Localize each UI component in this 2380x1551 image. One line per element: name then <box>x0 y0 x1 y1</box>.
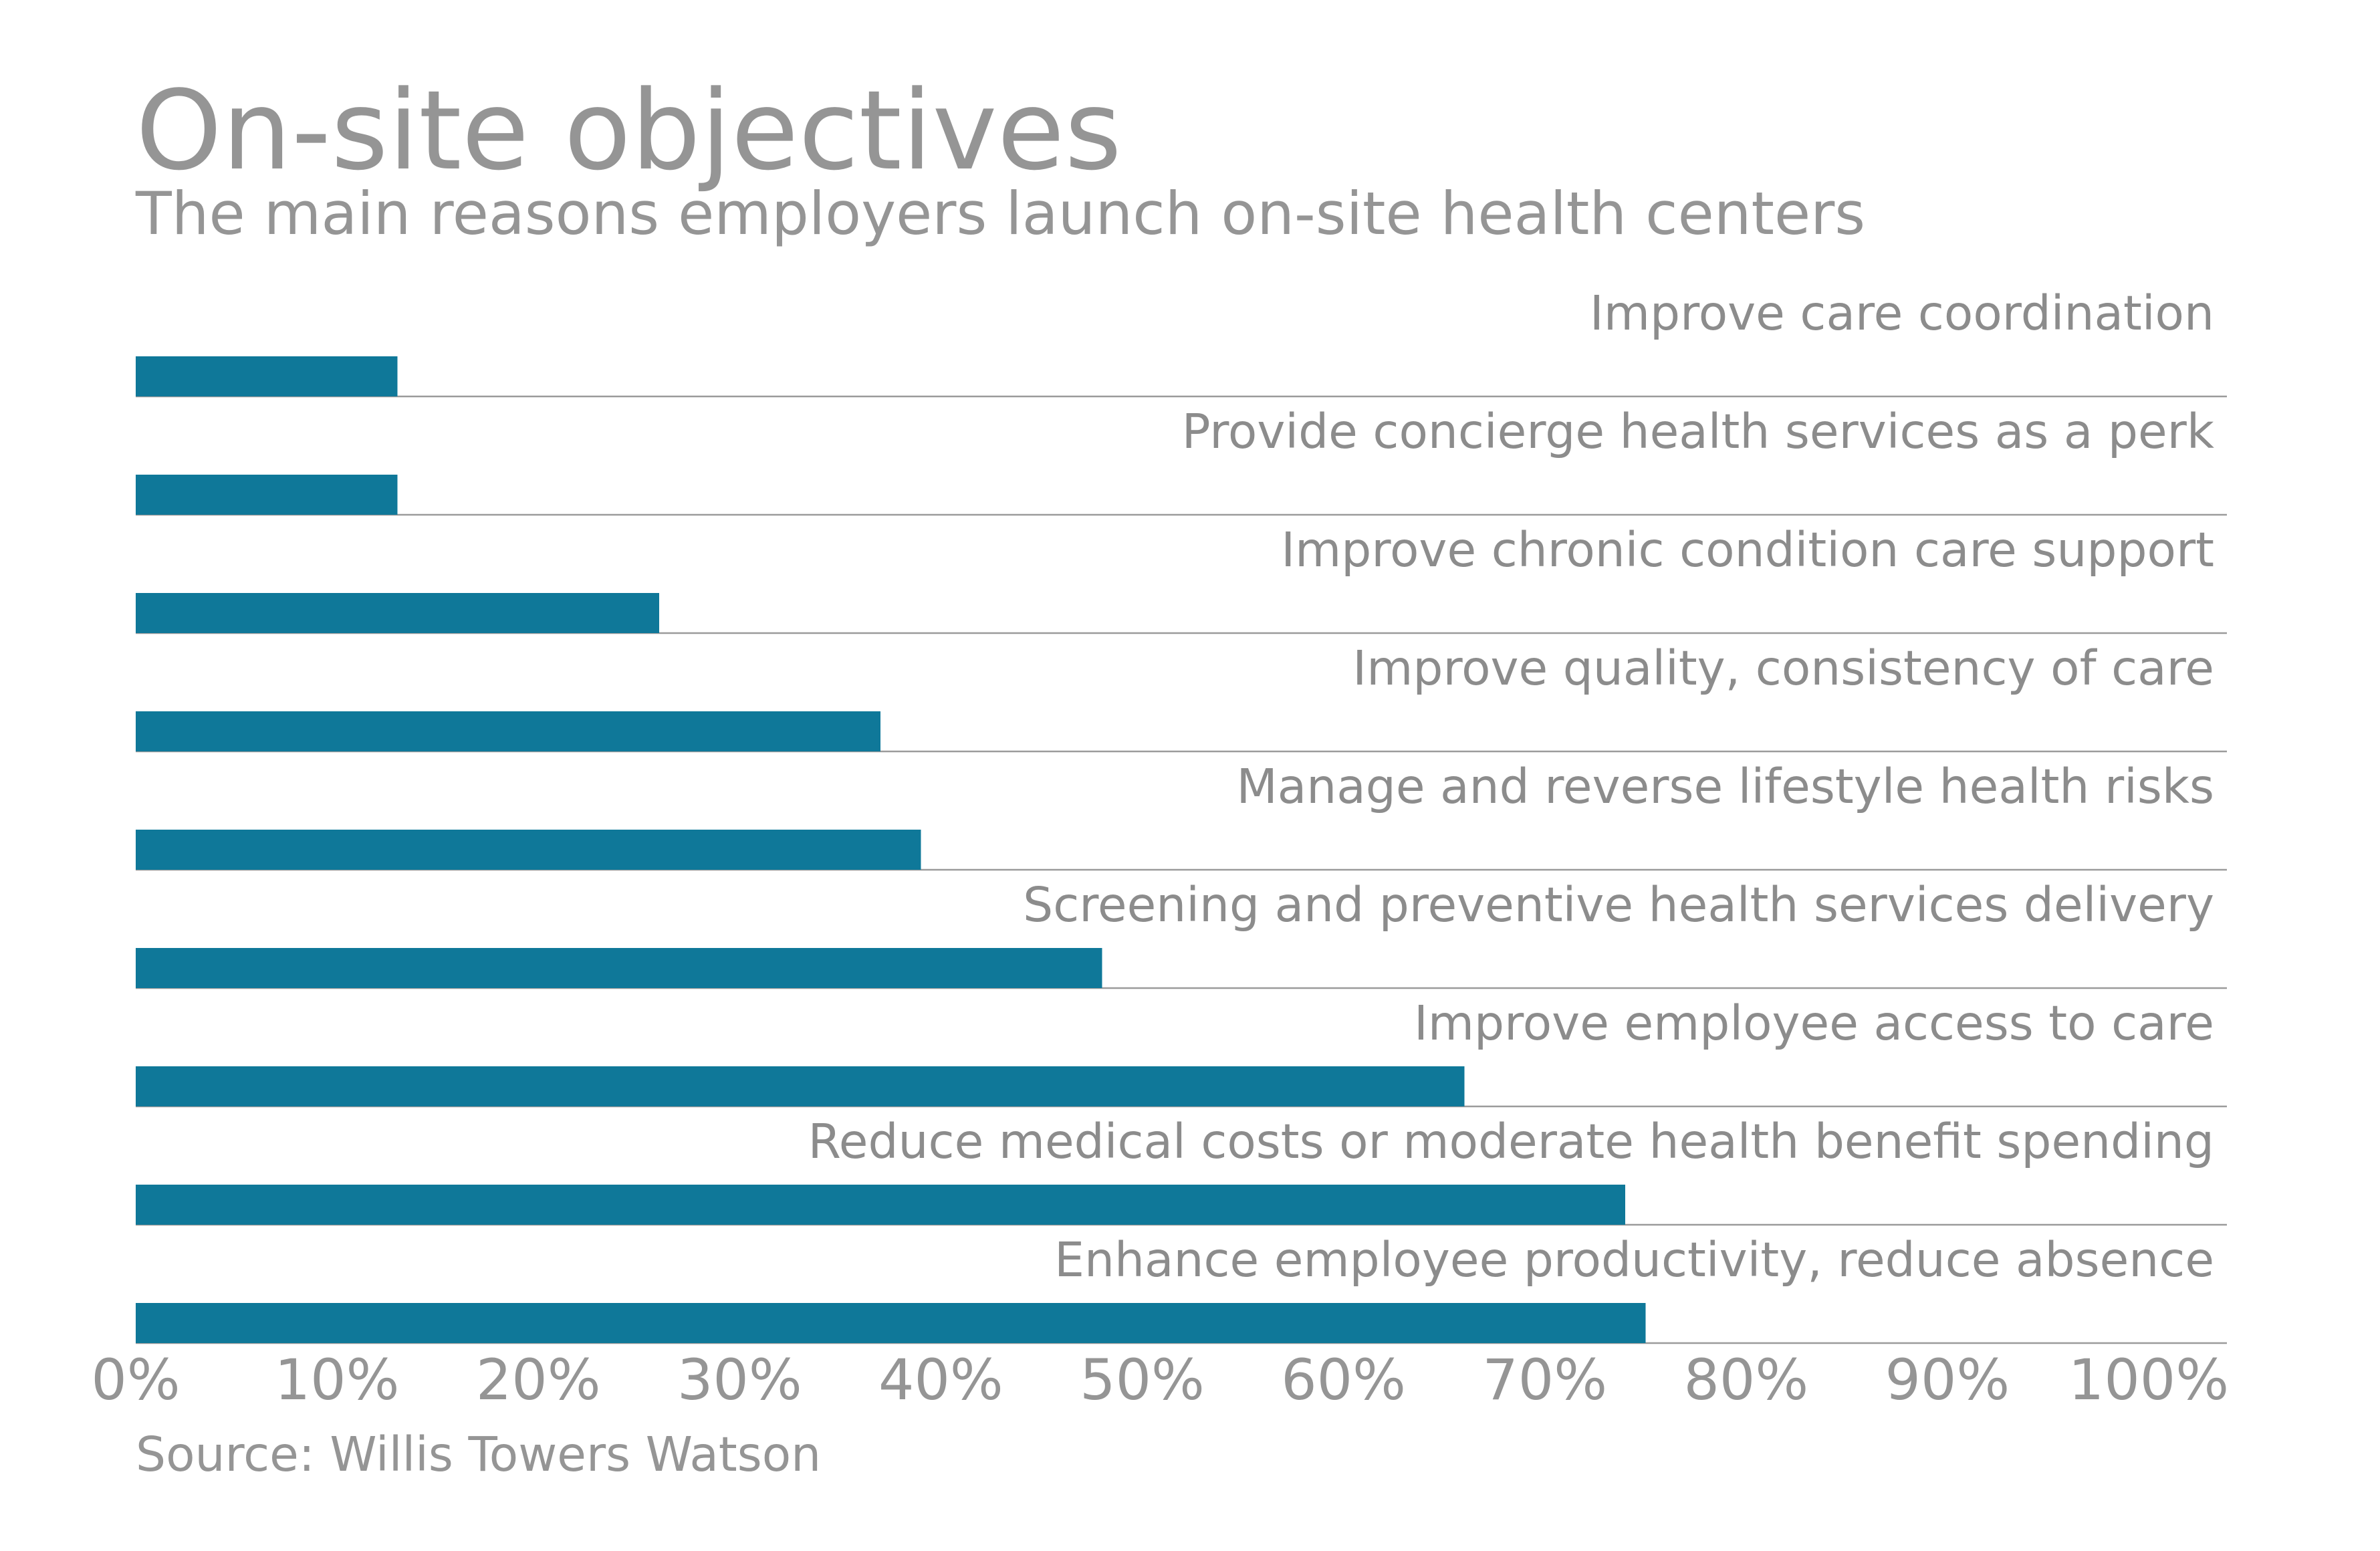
chart-subtitle: The main reasons employers launch on-sit… <box>135 179 1865 248</box>
bar <box>136 1066 1465 1106</box>
category-label: Improve care coordination <box>1590 285 2214 341</box>
bar <box>136 593 659 633</box>
bar <box>136 948 1102 988</box>
bar <box>136 1185 1626 1225</box>
x-tick-label: 20% <box>476 1347 601 1413</box>
x-tick-label: 50% <box>1080 1347 1205 1413</box>
category-label: Reduce medical costs or moderate health … <box>808 1114 2214 1169</box>
category-label: Screening and preventive health services… <box>1023 877 2214 933</box>
x-tick-label: 0% <box>91 1347 180 1413</box>
bar-rows: Improve care coordination Provide concier… <box>136 285 2227 1344</box>
bar <box>136 1303 1646 1343</box>
x-tick-label: 10% <box>275 1347 400 1413</box>
bar-row: Improve employee access to care <box>136 995 2227 1108</box>
bar-row: Reduce medical costs or moderate health … <box>136 1114 2227 1226</box>
bar <box>136 356 398 396</box>
x-tick-label: 60% <box>1281 1347 1406 1413</box>
bar-row: Provide concierge health services as a p… <box>136 404 2227 516</box>
bar <box>136 711 881 751</box>
category-label: Improve quality, consistency of care <box>1352 640 2214 696</box>
bar-row: Screening and preventive health services… <box>136 877 2227 989</box>
bar-row: Improve quality, consistency of care <box>136 640 2227 753</box>
source-note: Source: Willis Towers Watson <box>136 1427 821 1482</box>
chart-title: On-site objectives <box>136 67 1122 195</box>
x-tick-label: 30% <box>677 1347 802 1413</box>
category-label: Enhance employee productivity, reduce ab… <box>1054 1232 2214 1288</box>
x-tick-label: 90% <box>1885 1347 2010 1413</box>
bar-row: Enhance employee productivity, reduce ab… <box>136 1232 2227 1344</box>
x-tick-label: 80% <box>1683 1347 1808 1413</box>
category-label: Improve chronic condition care support <box>1281 522 2214 578</box>
bar <box>136 475 398 515</box>
x-tick-label: 100% <box>2068 1347 2229 1413</box>
bar <box>136 830 921 870</box>
x-tick-label: 70% <box>1482 1347 1607 1413</box>
bar-row: Improve care coordination <box>136 285 2227 398</box>
bar-row: Manage and reverse lifestyle health risk… <box>136 759 2227 871</box>
x-tick-label: 40% <box>878 1347 1003 1413</box>
x-axis-ticks: 0% 10% 20% 30% 40% 50% 60% 70% 80% 90% 100% <box>91 1347 2229 1413</box>
category-label: Manage and reverse lifestyle health risk… <box>1237 759 2214 814</box>
bar-row: Improve chronic condition care support <box>136 522 2227 634</box>
category-label: Improve employee access to care <box>1414 995 2214 1051</box>
category-label: Provide concierge health services as a p… <box>1182 404 2214 459</box>
